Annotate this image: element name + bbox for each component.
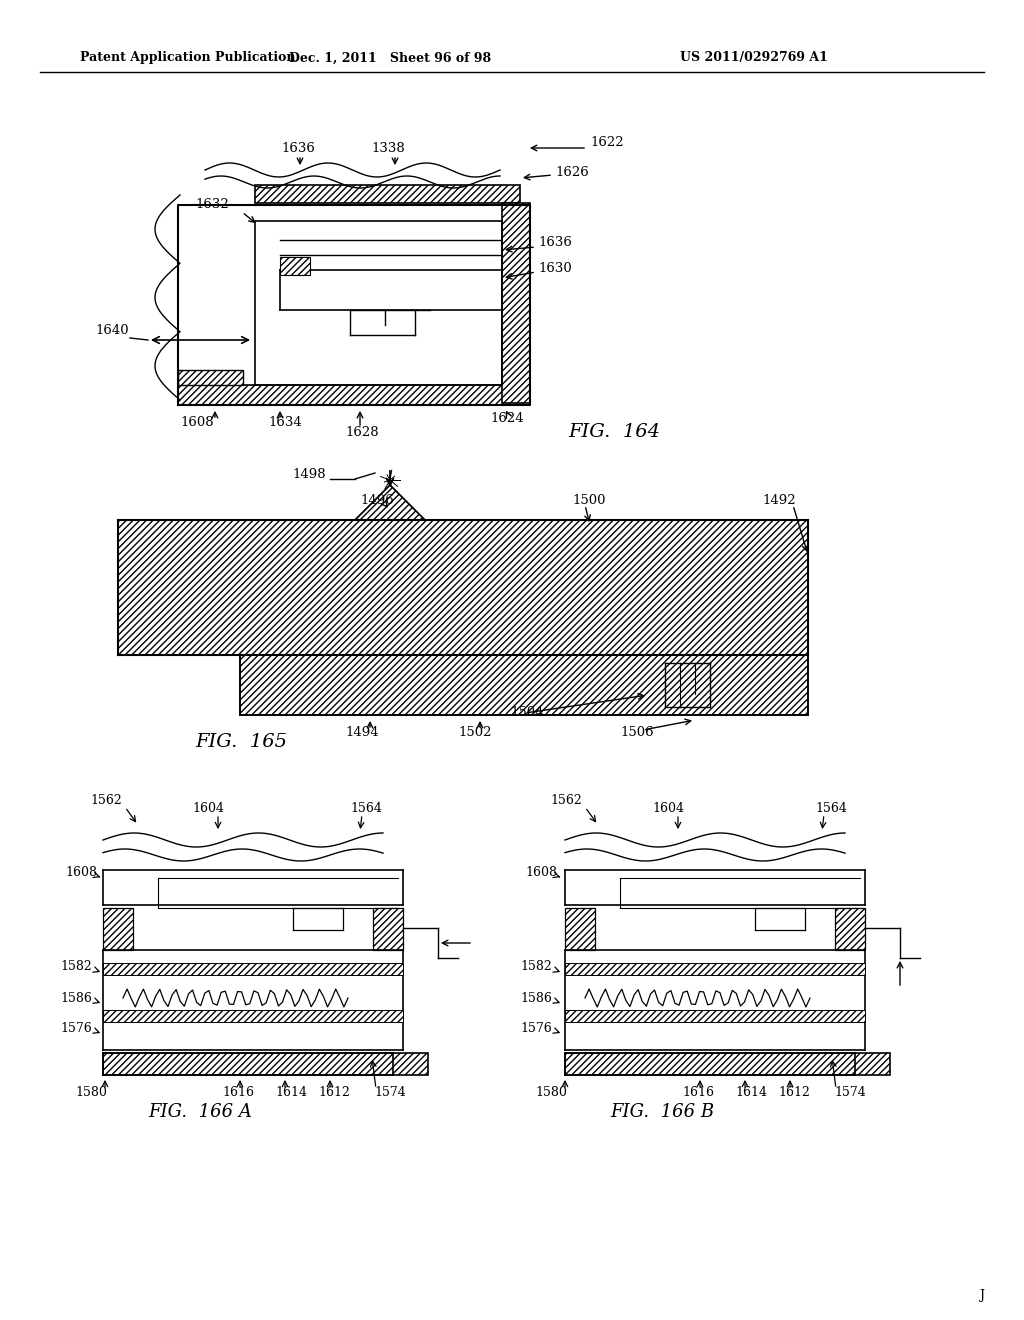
Text: 1502: 1502 <box>458 726 492 738</box>
Text: 1586: 1586 <box>60 991 92 1005</box>
Text: FIG.  166 B: FIG. 166 B <box>610 1104 714 1121</box>
Bar <box>103 1053 428 1074</box>
Bar <box>178 385 523 405</box>
Text: Patent Application Publication: Patent Application Publication <box>80 51 296 65</box>
Bar <box>103 964 403 975</box>
Bar <box>373 908 403 950</box>
Bar <box>565 908 595 950</box>
Bar <box>565 1053 890 1074</box>
Text: Dec. 1, 2011   Sheet 96 of 98: Dec. 1, 2011 Sheet 96 of 98 <box>289 51 492 65</box>
Text: 1614: 1614 <box>735 1085 767 1098</box>
Text: 1616: 1616 <box>682 1085 714 1098</box>
Bar <box>835 908 865 950</box>
Text: 1562: 1562 <box>550 793 582 807</box>
Text: 1608: 1608 <box>180 416 214 429</box>
Text: 1612: 1612 <box>778 1085 810 1098</box>
Text: 1574: 1574 <box>834 1085 865 1098</box>
Text: 1506: 1506 <box>620 726 653 738</box>
Text: 1504: 1504 <box>510 705 544 718</box>
Text: 1634: 1634 <box>268 416 302 429</box>
Text: 1640: 1640 <box>95 323 129 337</box>
Text: 1496: 1496 <box>360 494 394 507</box>
Text: 1580: 1580 <box>535 1085 567 1098</box>
Text: FIG.  164: FIG. 164 <box>568 422 660 441</box>
Text: 1498: 1498 <box>292 469 326 482</box>
Text: 1492: 1492 <box>762 494 796 507</box>
Text: 1612: 1612 <box>318 1085 350 1098</box>
Bar <box>103 1010 403 1022</box>
Text: 1562: 1562 <box>90 793 122 807</box>
Bar <box>565 964 865 975</box>
Text: 1604: 1604 <box>193 801 224 814</box>
Text: 1574: 1574 <box>374 1085 406 1098</box>
Bar <box>565 1010 865 1022</box>
Text: FIG.  165: FIG. 165 <box>195 733 287 751</box>
Bar <box>502 203 530 403</box>
Text: 1338: 1338 <box>371 141 404 154</box>
Text: 1494: 1494 <box>345 726 379 738</box>
Text: 1608: 1608 <box>525 866 557 879</box>
Text: 1636: 1636 <box>281 141 315 154</box>
Text: 1608: 1608 <box>65 866 97 879</box>
Bar <box>240 655 808 715</box>
Text: 1632: 1632 <box>195 198 228 211</box>
Text: 1624: 1624 <box>490 412 523 425</box>
Text: 1586: 1586 <box>520 991 552 1005</box>
Bar <box>255 185 520 203</box>
Polygon shape <box>118 484 808 655</box>
Text: FIG.  166 A: FIG. 166 A <box>148 1104 252 1121</box>
Text: 1582: 1582 <box>520 961 552 974</box>
Text: 1626: 1626 <box>555 165 589 178</box>
Text: 1622: 1622 <box>590 136 624 149</box>
Text: 1616: 1616 <box>222 1085 254 1098</box>
Text: US 2011/0292769 A1: US 2011/0292769 A1 <box>680 51 827 65</box>
Text: 1580: 1580 <box>75 1085 106 1098</box>
Text: 1604: 1604 <box>652 801 684 814</box>
Bar <box>178 370 243 385</box>
Text: 1614: 1614 <box>275 1085 307 1098</box>
Bar <box>103 908 133 950</box>
Text: 1628: 1628 <box>345 425 379 438</box>
Text: 1630: 1630 <box>538 261 571 275</box>
Text: 1564: 1564 <box>815 801 847 814</box>
Text: 1564: 1564 <box>350 801 382 814</box>
Text: 1636: 1636 <box>538 236 571 249</box>
Text: 1576: 1576 <box>60 1022 92 1035</box>
Text: 1500: 1500 <box>572 494 605 507</box>
Bar <box>280 257 310 275</box>
Text: J: J <box>980 1288 984 1302</box>
Text: 1576: 1576 <box>520 1022 552 1035</box>
Text: 1582: 1582 <box>60 961 92 974</box>
